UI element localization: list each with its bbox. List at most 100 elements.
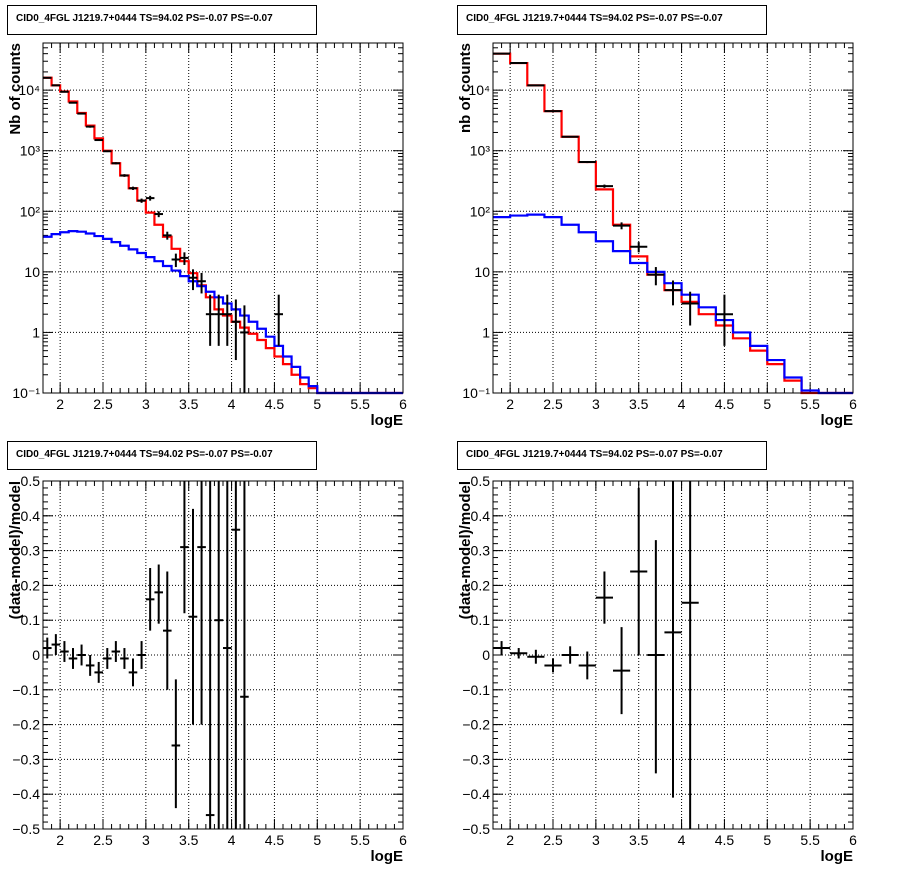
data-point	[111, 162, 121, 165]
data-point	[240, 305, 249, 393]
y-tick-label: −0.1	[12, 682, 40, 698]
x-tick-label: 4	[228, 832, 236, 848]
y-tick-label: 10	[474, 264, 490, 280]
x-axis-title: logE	[821, 848, 854, 865]
data-point	[223, 481, 232, 829]
data-point	[137, 198, 146, 203]
y-tick-label: 1	[482, 324, 490, 340]
data-point	[77, 644, 86, 666]
data-point	[60, 641, 69, 662]
x-tick-label: 3	[142, 396, 150, 412]
x-tick-label: 3	[592, 396, 600, 412]
chart-panel-bottom-left: 2 2.5 3 3.5 4 4.5 5 5.5 6 −0.5 −0.4 −0.3 −0.2 −0.1 0 0.…	[7, 473, 407, 865]
y-tick-label: −0.5	[12, 821, 40, 837]
data-point	[145, 568, 155, 631]
y-tick-label: −0.3	[12, 751, 40, 767]
data-point	[111, 641, 121, 662]
y-tick-label: −0.4	[462, 786, 490, 802]
data-point	[613, 222, 631, 230]
chart-panel-bottom-right: 2 2.5 3 3.5 4 4.5 5 5.5 6 −0.5 −0.4 −0.3 −0.2 −0.1 0 0.…	[457, 473, 857, 865]
data-point	[274, 294, 283, 346]
histogram-series-0	[493, 52, 853, 395]
plot-title-residual-right: CID0_4FGL J1219.7+0444 TS=94.02 PS=-0.07…	[457, 441, 767, 470]
y-axis-title: nb of counts	[457, 43, 474, 133]
y-tick-label: 0.4	[471, 508, 491, 524]
data-point	[154, 564, 163, 624]
y-tick-label: −0.4	[12, 786, 40, 802]
chart-panel-top-right: 2 2.5 3 3.5 4 4.5 5 5.5 6 10⁻¹ 1 10 10² 10³ 10⁴ logE nb …	[457, 42, 857, 429]
data-point	[544, 110, 562, 113]
data-point	[681, 291, 699, 326]
x-tick-label: 2	[506, 396, 514, 412]
y-tick-label: 10³	[470, 143, 491, 159]
data-point	[128, 658, 138, 687]
x-tick-label: 3.5	[179, 396, 199, 412]
data-point	[205, 481, 215, 829]
x-tick-label: 4	[228, 396, 236, 412]
plot-title-counts-left: CID0_4FGL J1219.7+0444 TS=94.02 PS=-0.07…	[7, 5, 317, 35]
plot-frame	[42, 480, 404, 830]
y-tick-label: −0.5	[462, 821, 490, 837]
data-point	[85, 655, 95, 676]
data-point	[647, 540, 665, 774]
y-tick-label: −0.3	[462, 751, 490, 767]
data-point	[188, 508, 198, 725]
data-point	[60, 90, 69, 93]
data-point	[103, 648, 112, 669]
y-tick-label: −0.2	[12, 717, 40, 733]
y-tick-label: −0.1	[462, 682, 490, 698]
x-tick-label: 2.5	[93, 832, 113, 848]
data-point	[578, 651, 596, 680]
y-tick-label: 0.4	[21, 508, 41, 524]
x-tick-label: 4.5	[265, 396, 285, 412]
data-point	[214, 481, 223, 829]
data-point	[630, 487, 648, 655]
y-tick-label: 10⁻¹	[12, 385, 40, 401]
x-tick-label: 5	[313, 832, 321, 848]
plot-title-counts-right: CID0_4FGL J1219.7+0444 TS=94.02 PS=-0.07…	[457, 5, 767, 35]
data-point	[120, 648, 129, 669]
data-point	[180, 252, 189, 265]
data-point	[128, 186, 138, 190]
data-point	[493, 641, 511, 655]
y-tick-label: 0	[482, 647, 490, 663]
y-tick-label: −0.2	[462, 717, 490, 733]
x-axis-title: logE	[371, 412, 404, 429]
x-tick-label: 2.5	[543, 396, 563, 412]
x-tick-label: 2	[506, 832, 514, 848]
y-tick-label: 10²	[20, 203, 41, 219]
data-point	[715, 294, 733, 346]
x-tick-label: 2.5	[93, 396, 113, 412]
y-tick-label: 0.2	[471, 577, 491, 593]
data-point	[595, 571, 613, 624]
y-tick-label: 10	[24, 264, 40, 280]
x-tick-label: 6	[399, 832, 407, 848]
chart-panel-top-left: 2 2.5 3 3.5 4 4.5 5 5.5 6 10⁻¹ 1 10 10² 10³ 10⁴ logE Nb …	[7, 42, 407, 429]
data-point	[94, 139, 103, 142]
x-tick-label: 5.5	[800, 396, 820, 412]
x-tick-label: 3.5	[179, 832, 199, 848]
histogram-series-1	[43, 230, 403, 395]
data-point	[68, 648, 78, 669]
data-point	[51, 84, 61, 87]
data-point	[51, 634, 61, 655]
y-tick-label: 0.3	[21, 543, 41, 559]
data-point	[578, 161, 596, 164]
data-point	[145, 195, 155, 201]
data-point	[197, 272, 206, 294]
plot-title-residual-left: CID0_4FGL J1219.7+0444 TS=94.02 PS=-0.07…	[7, 441, 317, 470]
data-point	[630, 242, 648, 253]
data-point	[510, 648, 528, 659]
x-tick-label: 5.5	[350, 832, 370, 848]
histogram-series-1	[493, 213, 853, 395]
y-axis-title: (data-model)/model	[7, 481, 24, 619]
data-point	[214, 294, 223, 346]
y-tick-label: 10⁴	[18, 82, 40, 98]
x-tick-label: 6	[849, 396, 857, 412]
x-tick-label: 2	[56, 832, 64, 848]
x-tick-label: 2.5	[543, 832, 563, 848]
x-tick-label: 4.5	[715, 832, 735, 848]
data-point	[85, 125, 95, 128]
data-point	[544, 658, 562, 673]
data-point	[561, 646, 579, 664]
